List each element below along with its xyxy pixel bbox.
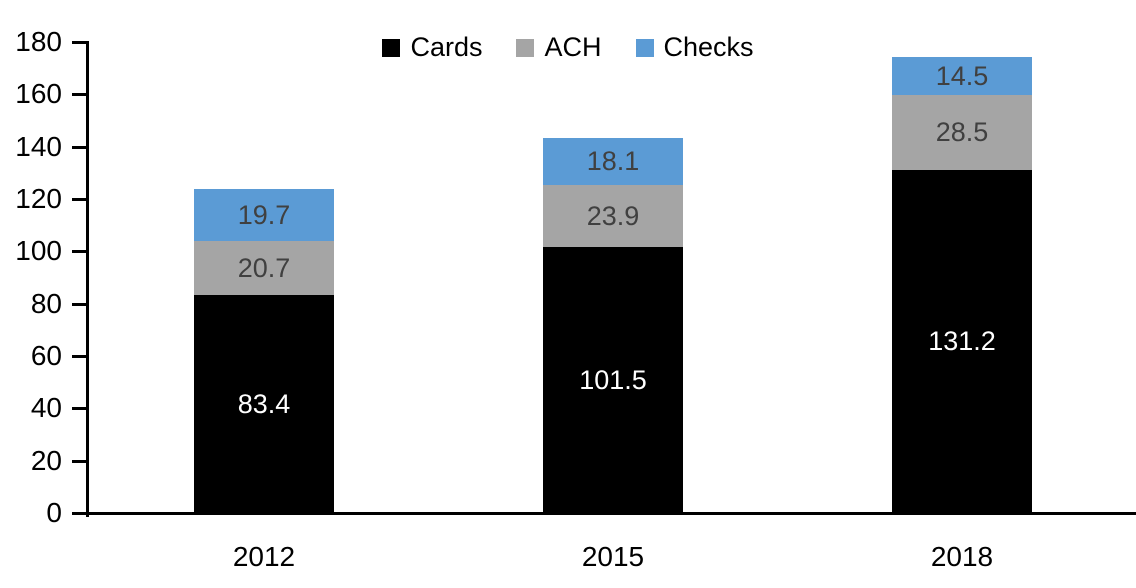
y-axis-line <box>86 41 89 517</box>
bar-segment-checks-2015 <box>543 137 683 185</box>
data-label-ach-2018: 28.5 <box>935 117 989 147</box>
y-axis-tick <box>72 459 86 463</box>
legend-label-checks: Checks <box>663 32 754 62</box>
x-axis-label-2018: 2018 <box>930 541 994 572</box>
legend-label-cards: Cards <box>410 32 483 62</box>
data-label-checks-2015: 18.1 <box>586 146 640 176</box>
y-axis-tick-label: 120 <box>15 183 62 214</box>
data-label-cards-2012: 83.4 <box>237 389 291 419</box>
data-label-ach-2015: 23.9 <box>586 201 640 231</box>
y-axis-tick-label: 40 <box>30 392 62 424</box>
y-axis-tick <box>72 407 86 411</box>
y-axis-tick-label: 20 <box>30 444 62 476</box>
legend-item-checks: Checks <box>635 32 754 62</box>
bar-segment-ach-2012 <box>194 240 334 295</box>
data-label-cards-2015: 101.5 <box>579 365 647 395</box>
y-axis-tick <box>72 250 86 254</box>
data-label-checks-2012: 19.7 <box>237 200 291 230</box>
bar-segment-ach-2018 <box>892 95 1032 170</box>
legend-swatch-cards-icon <box>382 38 401 57</box>
y-axis-tick <box>72 355 86 358</box>
bar-segment-cards-2012 <box>194 294 334 513</box>
bar-segment-cards-2015 <box>543 247 683 513</box>
y-axis-tick <box>72 145 86 149</box>
bar-segment-ach-2015 <box>543 184 683 248</box>
y-axis-tick <box>72 198 86 201</box>
legend-swatch-ach-icon <box>516 38 535 57</box>
data-label-ach-2012: 20.7 <box>237 253 291 283</box>
legend-swatch-checks-icon <box>635 38 654 57</box>
x-axis-line <box>72 512 1136 515</box>
y-axis-tick-label: 80 <box>30 287 62 319</box>
legend-label-ach: ACH <box>544 32 602 62</box>
legend-item-ach: ACH <box>516 32 602 62</box>
bar-segment-checks-2012 <box>194 189 334 241</box>
y-axis-tick-label: 180 <box>15 26 62 57</box>
bar-segment-cards-2018 <box>892 169 1032 513</box>
legend-item-cards: Cards <box>382 34 482 61</box>
y-axis-tick <box>72 93 86 97</box>
y-axis-tick <box>72 302 86 306</box>
y-axis-tick-label: 160 <box>15 78 62 110</box>
y-axis-tick-label: 100 <box>15 235 62 267</box>
x-axis-label-2015: 2015 <box>581 541 645 572</box>
data-label-cards-2018: 131.2 <box>928 326 996 356</box>
data-label-checks-2018: 14.5 <box>935 61 989 91</box>
bar-segment-checks-2018 <box>892 57 1032 96</box>
y-axis-tick-label: 0 <box>46 497 62 528</box>
y-axis-tick-label: 60 <box>30 340 62 371</box>
x-axis-label-2012: 2012 <box>232 541 296 572</box>
y-axis-tick <box>72 41 86 44</box>
y-axis-tick-label: 140 <box>15 130 62 162</box>
